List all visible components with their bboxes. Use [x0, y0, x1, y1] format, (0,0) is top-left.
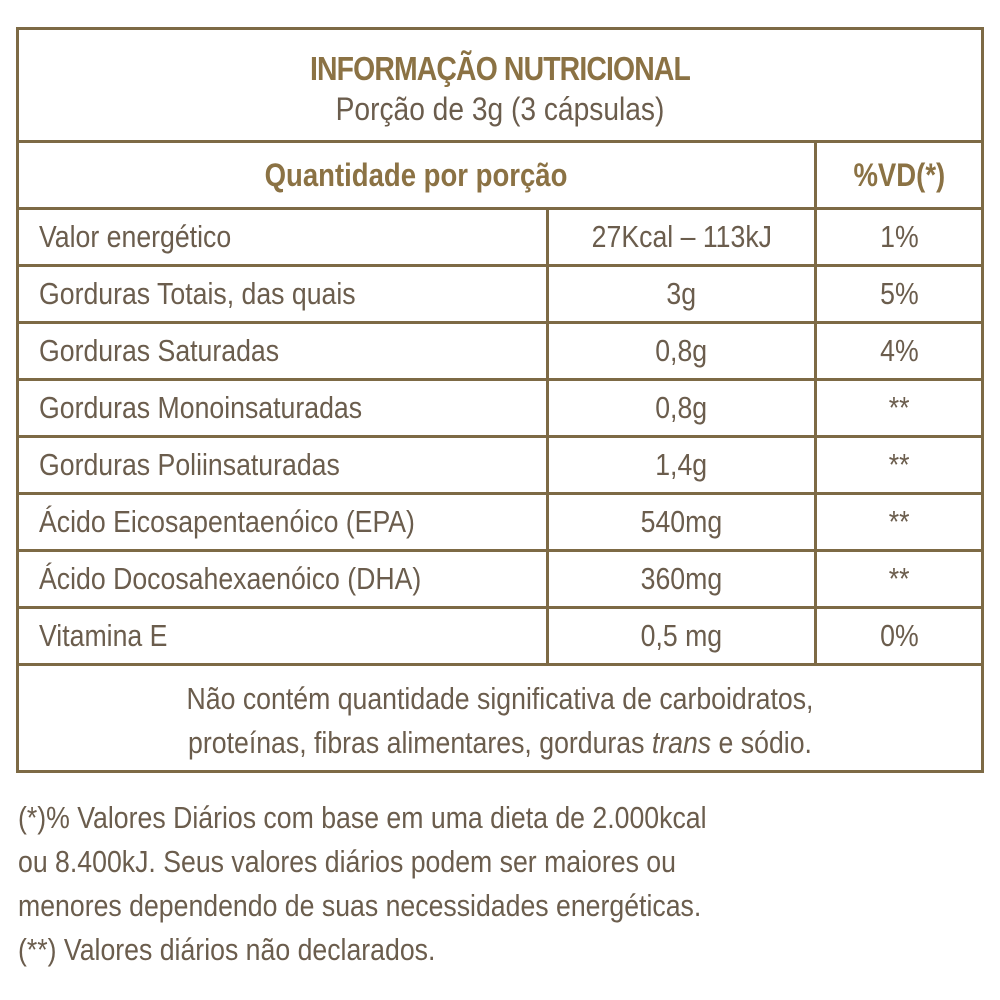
table-header-row: Quantidade por porção %VD(*): [19, 143, 981, 210]
nutrient-amount-cell: 0,5 mg: [549, 609, 817, 663]
nutrient-dv-cell: 4%: [817, 324, 981, 378]
note-line-1: Não contém quantidade significativa de c…: [186, 681, 814, 716]
table-row: Vitamina E 0,5 mg 0%: [19, 609, 981, 666]
nutrient-amount: 540mg: [640, 504, 723, 539]
nutrient-name-cell: Gorduras Totais, das quais: [19, 267, 549, 321]
nutrition-facts-table: INFORMAÇÃO NUTRICIONAL Porção de 3g (3 c…: [16, 27, 984, 773]
nutrient-amount-cell: 0,8g: [549, 324, 817, 378]
footnote-line: ou 8.400kJ. Seus valores diários podem s…: [18, 844, 676, 879]
nutrient-amount-cell: 540mg: [549, 495, 817, 549]
header-quantity-cell: Quantidade por porção: [19, 143, 817, 207]
table-row: Gorduras Totais, das quais 3g 5%: [19, 267, 981, 324]
nutrient-name: Gorduras Saturadas: [39, 333, 280, 368]
nutrient-dv: 5%: [879, 276, 919, 311]
nutrient-dv-cell: **: [817, 552, 981, 606]
nutrient-dv-cell: **: [817, 438, 981, 492]
nutrient-dv-cell: 0%: [817, 609, 981, 663]
nutrient-dv: **: [888, 447, 910, 482]
nutrient-amount-cell: 1,4g: [549, 438, 817, 492]
nutrient-amount: 0,8g: [655, 333, 708, 368]
note-line-2: proteínas, fibras alimentares, gorduras …: [86, 727, 913, 758]
nutrient-rows: Valor energético 27Kcal – 113kJ 1% Gordu…: [19, 210, 981, 666]
header-quantity-label: Quantidade por porção: [265, 157, 568, 193]
nutrient-dv: 4%: [879, 333, 919, 368]
footnote-line: menores dependendo de suas necessidades …: [18, 888, 702, 923]
table-row: Ácido Docosahexaenóico (DHA) 360mg **: [19, 552, 981, 609]
nutrient-amount: 1,4g: [655, 447, 708, 482]
nutrient-dv: **: [888, 390, 910, 425]
table-title: INFORMAÇÃO NUTRICIONAL: [310, 50, 691, 87]
nutrient-amount: 3g: [666, 276, 697, 311]
table-row: Gorduras Poliinsaturadas 1,4g **: [19, 438, 981, 495]
table-title-block: INFORMAÇÃO NUTRICIONAL Porção de 3g (3 c…: [19, 30, 981, 143]
nutrient-name-cell: Gorduras Monoinsaturadas: [19, 381, 549, 435]
nutrient-name-cell: Gorduras Saturadas: [19, 324, 549, 378]
note-line-2-start: proteínas, fibras alimentares, gorduras: [188, 725, 652, 760]
table-row: Gorduras Monoinsaturadas 0,8g **: [19, 381, 981, 438]
nutrient-amount-cell: 3g: [549, 267, 817, 321]
table-row: Gorduras Saturadas 0,8g 4%: [19, 324, 981, 381]
nutrient-dv: **: [888, 561, 910, 596]
nutrient-dv: 0%: [879, 618, 919, 653]
nutrient-dv-cell: **: [817, 495, 981, 549]
footnote-line: (*)% Valores Diários com base em uma die…: [18, 800, 707, 835]
daily-value-footnote: (*)% Valores Diários com base em uma die…: [18, 796, 1000, 972]
nutrient-dv-cell: 1%: [817, 210, 981, 264]
nutrient-amount: 0,5 mg: [640, 618, 723, 653]
footnote-line: (**) Valores diários não declarados.: [18, 932, 436, 967]
nutrient-amount-cell: 0,8g: [549, 381, 817, 435]
nutrient-name: Gorduras Poliinsaturadas: [39, 447, 340, 482]
nutrient-name: Vitamina E: [39, 618, 168, 653]
nutrient-amount: 360mg: [640, 561, 723, 596]
nutrient-name: Gorduras Monoinsaturadas: [39, 390, 363, 425]
header-daily-value-cell: %VD(*): [817, 143, 981, 207]
note-line-2-italic: trans: [651, 725, 712, 760]
nutrient-name: Ácido Docosahexaenóico (DHA): [39, 561, 422, 596]
nutrient-name: Valor energético: [39, 219, 232, 254]
nutrient-dv: **: [888, 504, 910, 539]
nutrient-amount: 0,8g: [655, 390, 708, 425]
nutrient-name: Gorduras Totais, das quais: [39, 276, 356, 311]
nutrient-name-cell: Ácido Eicosapentaenóico (EPA): [19, 495, 549, 549]
nutrient-amount: 27Kcal – 113kJ: [591, 219, 772, 254]
nutrient-name: Ácido Eicosapentaenóico (EPA): [39, 504, 415, 539]
nutrient-dv-cell: 5%: [817, 267, 981, 321]
nutrient-name-cell: Vitamina E: [19, 609, 549, 663]
header-daily-value-label: %VD(*): [853, 157, 945, 193]
nutrient-name-cell: Valor energético: [19, 210, 549, 264]
serving-size: Porção de 3g (3 cápsulas): [335, 91, 665, 127]
nutrient-dv-cell: **: [817, 381, 981, 435]
nutrient-name-cell: Ácido Docosahexaenóico (DHA): [19, 552, 549, 606]
nutrient-amount-cell: 27Kcal – 113kJ: [549, 210, 817, 264]
table-row: Ácido Eicosapentaenóico (EPA) 540mg **: [19, 495, 981, 552]
nutrient-dv: 1%: [879, 219, 919, 254]
not-significant-note: Não contém quantidade significativa de c…: [19, 667, 981, 770]
table-row: Valor energético 27Kcal – 113kJ 1%: [19, 210, 981, 267]
nutrient-amount-cell: 360mg: [549, 552, 817, 606]
note-line-2-end: e sódio.: [711, 725, 812, 760]
nutrient-name-cell: Gorduras Poliinsaturadas: [19, 438, 549, 492]
